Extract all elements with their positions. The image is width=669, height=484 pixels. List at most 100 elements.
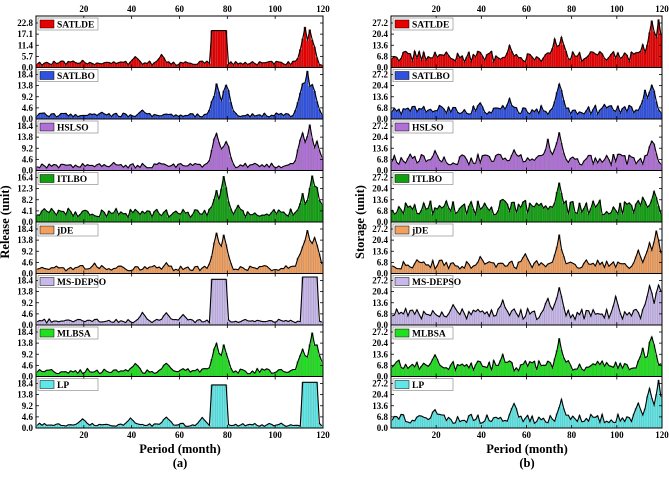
bar xyxy=(260,62,264,68)
bar xyxy=(174,210,178,223)
bar xyxy=(66,164,70,171)
bar xyxy=(458,314,461,326)
bar xyxy=(438,316,441,326)
bar xyxy=(478,423,482,429)
bar xyxy=(483,203,486,223)
bar xyxy=(542,309,545,326)
bar xyxy=(440,161,443,171)
bar xyxy=(632,367,635,377)
series-line xyxy=(36,381,323,428)
bar xyxy=(625,204,629,223)
bar xyxy=(110,213,113,223)
ytick-label: 20.4 xyxy=(372,132,388,142)
bar xyxy=(621,263,624,274)
bar xyxy=(492,214,495,223)
bar xyxy=(251,267,254,274)
bar xyxy=(406,53,409,68)
ytick-label: 13.6 xyxy=(372,143,388,153)
bar xyxy=(198,213,201,223)
bar xyxy=(222,30,225,68)
bar xyxy=(580,61,583,68)
top-xtick-label: 60 xyxy=(522,4,532,14)
ytick-label: 20.4 xyxy=(372,184,388,194)
bar xyxy=(424,364,428,377)
bar xyxy=(463,366,466,377)
bar xyxy=(220,279,223,326)
bar xyxy=(501,199,504,223)
bar xyxy=(483,313,486,326)
bar xyxy=(474,264,477,274)
bar xyxy=(43,371,46,377)
legend-swatch xyxy=(394,19,410,29)
bar xyxy=(478,102,482,120)
bar xyxy=(406,368,409,377)
bar xyxy=(567,162,570,171)
bar xyxy=(429,267,432,274)
bar xyxy=(447,164,450,171)
bar xyxy=(208,367,211,377)
series-line xyxy=(391,182,662,217)
bar xyxy=(429,57,432,68)
bar xyxy=(637,402,640,429)
ytick-label: 18.4 xyxy=(17,70,33,80)
bar xyxy=(490,421,493,429)
bar xyxy=(643,201,647,223)
bar xyxy=(530,205,534,223)
ytick-label: 13.8 xyxy=(17,81,33,91)
bar xyxy=(603,366,606,377)
ytick-label: 4.1 xyxy=(22,206,34,216)
bar xyxy=(621,214,624,223)
bar xyxy=(487,261,491,274)
bar xyxy=(445,51,448,68)
bar xyxy=(176,319,180,326)
legend-label: LP xyxy=(57,381,69,391)
bar xyxy=(474,311,477,326)
bar xyxy=(485,367,489,377)
bar xyxy=(165,62,168,68)
bar xyxy=(95,216,99,223)
bar xyxy=(447,55,450,68)
bar xyxy=(424,59,428,68)
bar xyxy=(440,207,443,223)
ytick-label: 0.0 xyxy=(22,269,34,279)
bar xyxy=(634,367,638,377)
bar xyxy=(282,321,285,326)
bar xyxy=(612,110,615,120)
bar xyxy=(652,303,656,326)
bar xyxy=(454,213,457,223)
bar xyxy=(603,422,606,429)
bar xyxy=(402,313,405,326)
bar xyxy=(530,362,534,377)
bar xyxy=(472,420,475,429)
bar xyxy=(415,57,419,68)
bar xyxy=(52,267,56,274)
bar xyxy=(555,142,559,171)
bar xyxy=(650,397,653,429)
bar xyxy=(157,213,161,223)
legend-swatch xyxy=(39,122,55,132)
bar xyxy=(548,262,552,274)
ytick-label: 20.4 xyxy=(372,338,388,348)
bar xyxy=(248,321,252,326)
bar xyxy=(220,148,223,171)
bar xyxy=(539,365,543,377)
bar xyxy=(548,150,552,171)
bar xyxy=(251,214,254,223)
subplot-ms-depso: 0.04.69.213.818.4 MS-DEPSO xyxy=(17,273,324,330)
bar xyxy=(395,361,398,377)
ytick-label: 13.6 xyxy=(372,349,388,359)
bar xyxy=(562,357,565,377)
bar xyxy=(438,54,441,68)
bar xyxy=(474,56,477,68)
bar xyxy=(499,263,502,274)
bar xyxy=(217,142,221,171)
bar xyxy=(499,59,502,68)
bar xyxy=(393,56,396,68)
bar xyxy=(200,214,204,223)
bar xyxy=(596,313,599,326)
bar xyxy=(241,369,244,377)
bar xyxy=(184,165,187,171)
bar xyxy=(422,417,425,429)
bar xyxy=(306,230,309,274)
ytick-label: 20.4 xyxy=(372,390,388,400)
